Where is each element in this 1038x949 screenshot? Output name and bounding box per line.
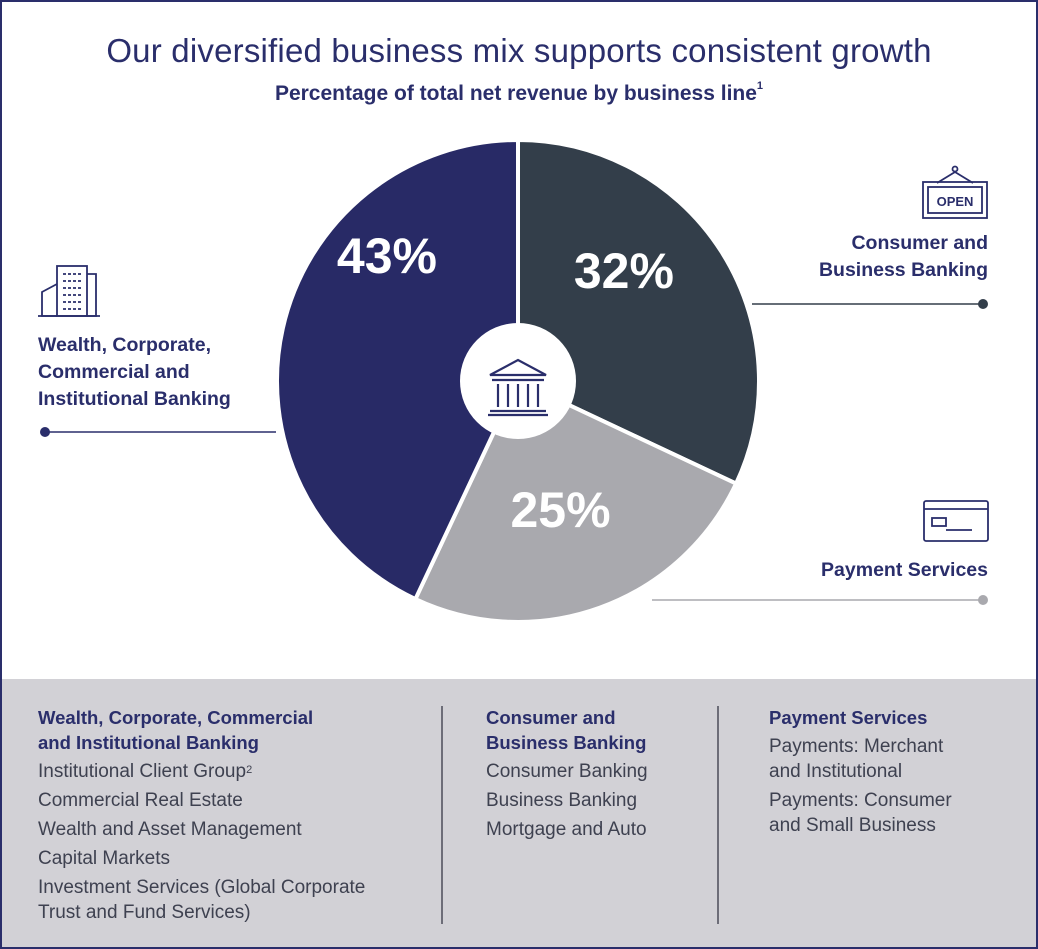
footnote-marker: 2 [246,764,253,776]
pie-slice [412,378,739,624]
column-heading: Payment Services [769,707,928,728]
slice-percent-label: 43% [337,228,437,284]
consumer-callout-line: Business Banking [818,259,988,281]
consumer-callout: Consumer and Business Banking [768,230,988,284]
column-heading: Consumer and Business Banking [486,705,701,755]
wealth-callout-line: Wealth, Corporate, [38,334,211,356]
list-item: Payments: Consumer and Small Business [769,788,1009,838]
wealth-callout-line: Institutional Banking [38,388,231,410]
business-lines-panel: Wealth, Corporate, Commercial and Instit… [2,679,1036,947]
column-heading: Wealth, Corporate, Commercial and Instit… [38,705,418,755]
subtitle-footnote: 1 [756,80,764,92]
wealth-callout-line: Commercial and [38,361,190,383]
pie-chart: 32% 25% 43% OPEN [38,137,989,624]
column-heading-line: Consumer and [486,707,616,728]
payment-callout: Payment Services [768,557,988,584]
slice-percent-label: 25% [510,482,610,538]
consumer-column: Consumer and Business Banking Consumer B… [486,705,701,842]
pie-slices [275,137,761,624]
column-heading-line: and Institutional Banking [38,732,259,753]
column-heading-line: Wealth, Corporate, Commercial [38,707,314,728]
payment-callout-line: Payment Services [821,559,988,581]
list-item: Business Banking [486,790,638,811]
consumer-leader-dot [978,299,988,309]
pie-slice [516,137,761,487]
list-item: Investment Services (Global Corporate Tr… [38,875,418,925]
open-sign-icon [922,165,988,219]
list-item: Commercial Real Estate [38,790,243,811]
pie-slice [275,137,520,602]
slice-labels: 32% 25% 43% [337,228,674,538]
chart-subtitle: Percentage of total net revenue by busin… [2,80,1036,106]
wealth-callout: Wealth, Corporate, Commercial and Instit… [38,332,278,413]
wealth-column: Wealth, Corporate, Commercial and Instit… [38,705,418,925]
list-item: Institutional Client Group2 [38,759,418,784]
chart-title: Our diversified business mix supports co… [106,32,932,69]
wealth-leader-dot [40,427,50,437]
list-item-text: Payments: Merchant [769,736,944,757]
subtitle-text: Percentage of total net revenue by busin… [274,82,757,105]
column-heading-line: Business Banking [486,732,647,753]
list-item: Capital Markets [38,848,170,869]
list-item-text: Trust and Fund Services) [38,902,251,923]
list-item-text: Payments: Consumer [769,790,952,811]
list-item-text: and Small Business [769,815,936,836]
open-sign-text: OPEN [937,194,974,209]
list-item: Wealth and Asset Management [38,819,302,840]
credit-card-icon [923,500,989,542]
column-divider [717,706,719,924]
list-item: Consumer Banking [486,761,648,782]
list-item: Payments: Merchant and Institutional [769,734,1009,784]
bank-building-icon [488,358,548,417]
payment-column: Payment Services Payments: Merchant and … [769,705,1009,838]
list-item-text: Institutional Client Group [38,761,247,782]
list-item-text: and Institutional [769,761,903,782]
office-building-icon [38,265,100,317]
list-item-text: Investment Services (Global Corporate [38,877,366,898]
list-item: Mortgage and Auto [486,819,647,840]
consumer-callout-line: Consumer and [851,232,988,254]
payment-leader-dot [978,595,988,605]
slice-percent-label: 32% [574,243,674,299]
column-divider [441,706,443,924]
